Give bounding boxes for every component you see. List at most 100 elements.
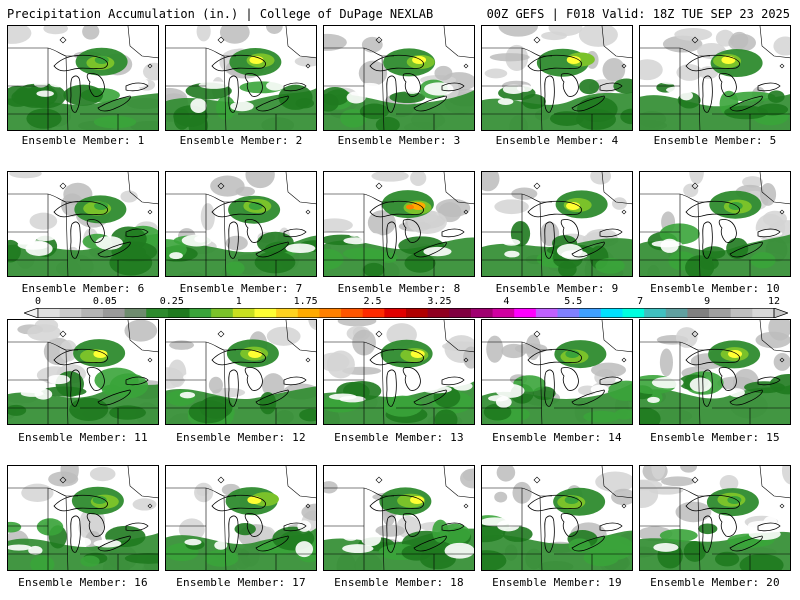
ensemble-map-panel[interactable] xyxy=(165,465,317,571)
ensemble-map-panel[interactable] xyxy=(165,25,317,131)
map-outlines xyxy=(166,26,316,130)
precip-map xyxy=(482,26,632,130)
colorbar-swatch xyxy=(514,308,537,318)
colorbar-swatch xyxy=(622,308,645,318)
colorbar-swatch xyxy=(341,308,364,318)
colorbar-tick-label: 9 xyxy=(704,296,711,307)
colorbar-swatch xyxy=(211,308,234,318)
map-outlines xyxy=(640,172,790,276)
colorbar-swatch xyxy=(189,308,212,318)
ensemble-map-panel[interactable] xyxy=(481,171,633,277)
map-outlines xyxy=(482,172,632,276)
colorbar-tick-label: 1 xyxy=(235,296,242,307)
ensemble-member-label: Ensemble Member: 3 xyxy=(337,134,461,147)
precip-map xyxy=(166,26,316,130)
colorbar-tick-label: 12 xyxy=(767,296,781,307)
ensemble-map-panel[interactable] xyxy=(639,465,791,571)
map-outlines xyxy=(8,26,158,130)
colorbar-min-arrow xyxy=(24,308,39,318)
colorbar-swatch xyxy=(665,308,688,318)
colorbar-swatch xyxy=(167,308,191,318)
precip-map xyxy=(324,466,474,570)
colorbar-swatch xyxy=(449,308,472,318)
ensemble-map-panel[interactable] xyxy=(165,319,317,425)
ensemble-map-panel[interactable] xyxy=(481,465,633,571)
map-outlines xyxy=(324,172,474,276)
ensemble-map-panel[interactable] xyxy=(7,465,159,571)
precip-map xyxy=(166,320,316,424)
map-outlines xyxy=(482,466,632,570)
ensemble-map-panel[interactable] xyxy=(639,171,791,277)
map-outlines xyxy=(8,320,158,424)
ensemble-map-panel[interactable] xyxy=(323,25,475,131)
map-outlines xyxy=(640,320,790,424)
colorbar-swatch xyxy=(492,308,515,318)
colorbar-tick-label: 0.05 xyxy=(92,296,117,307)
colorbar-tick-label: 2.5 xyxy=(363,296,382,307)
ensemble-member-label: Ensemble Member: 5 xyxy=(653,134,777,147)
ensemble-member-label: Ensemble Member: 12 xyxy=(176,431,306,444)
ensemble-map-panel[interactable] xyxy=(639,319,791,425)
colorbar-swatch xyxy=(752,308,775,318)
precip-map xyxy=(8,320,158,424)
ensemble-map-panel[interactable] xyxy=(323,319,475,425)
ensemble-member-label: Ensemble Member: 1 xyxy=(21,134,145,147)
precip-map xyxy=(640,466,790,570)
colorbar-swatch xyxy=(59,308,82,318)
colorbar-swatch xyxy=(557,308,580,318)
ensemble-map-panel[interactable] xyxy=(7,319,159,425)
ensemble-member-label: Ensemble Member: 2 xyxy=(179,134,303,147)
colorbar-swatch xyxy=(124,308,147,318)
ensemble-member-label: Ensemble Member: 19 xyxy=(492,576,622,589)
ensemble-member-label: Ensemble Member: 8 xyxy=(337,282,461,295)
colorbar-tick-label: 7 xyxy=(637,296,644,307)
colorbar-swatch xyxy=(384,308,407,318)
ensemble-member-label: Ensemble Member: 16 xyxy=(18,576,148,589)
colorbar-swatch xyxy=(644,308,667,318)
map-outlines xyxy=(324,466,474,570)
ensemble-map-panel[interactable] xyxy=(481,25,633,131)
ensemble-map-panel[interactable] xyxy=(481,319,633,425)
map-outlines xyxy=(640,466,790,570)
colorbar-swatch xyxy=(232,308,255,318)
run-info: 00Z GEFS | F018 Valid: 18Z TUE SEP 23 20… xyxy=(486,7,790,21)
colorbar-tick-label: 0.25 xyxy=(159,296,184,307)
precip-map xyxy=(640,320,790,424)
colorbar-tick-label: 3.25 xyxy=(427,296,452,307)
colorbar-swatch xyxy=(362,308,385,318)
precip-map xyxy=(8,172,158,276)
page-title: Precipitation Accumulation (in.) | Colle… xyxy=(7,7,434,21)
precip-map xyxy=(8,466,158,570)
ensemble-map-panel[interactable] xyxy=(165,171,317,277)
colorbar-swatch xyxy=(427,308,450,318)
precip-map xyxy=(324,26,474,130)
precip-map xyxy=(482,466,632,570)
map-outlines xyxy=(324,320,474,424)
colorbar-swatch xyxy=(276,308,299,318)
ensemble-map-panel[interactable] xyxy=(7,25,159,131)
ensemble-member-label: Ensemble Member: 14 xyxy=(492,431,622,444)
colorbar-labels: 0 0.05 0.25 1 1.75 2.5 3.25 4 5.5 7 9 12 xyxy=(24,296,788,308)
ensemble-map-panel[interactable] xyxy=(7,171,159,277)
map-outlines xyxy=(166,466,316,570)
ensemble-map-panel[interactable] xyxy=(639,25,791,131)
colorbar-swatch xyxy=(406,308,429,318)
colorbar-tick-label: 5.5 xyxy=(564,296,583,307)
ensemble-member-label: Ensemble Member: 15 xyxy=(650,431,780,444)
map-outlines xyxy=(640,26,790,130)
colorbar-strip xyxy=(24,308,788,318)
colorbar-swatch xyxy=(297,308,320,318)
colorbar: 0 0.05 0.25 1 1.75 2.5 3.25 4 5.5 7 9 12 xyxy=(24,296,788,320)
map-outlines xyxy=(482,320,632,424)
ensemble-member-label: Ensemble Member: 18 xyxy=(334,576,464,589)
colorbar-tick-label: 4 xyxy=(503,296,510,307)
precip-map xyxy=(166,172,316,276)
precip-map xyxy=(8,26,158,130)
ensemble-member-label: Ensemble Member: 10 xyxy=(650,282,780,295)
colorbar-max-arrow xyxy=(773,308,788,318)
ensemble-map-panel[interactable] xyxy=(323,171,475,277)
colorbar-swatch xyxy=(470,308,494,318)
colorbar-swatch xyxy=(535,308,559,318)
ensemble-map-panel[interactable] xyxy=(323,465,475,571)
map-outlines xyxy=(8,466,158,570)
